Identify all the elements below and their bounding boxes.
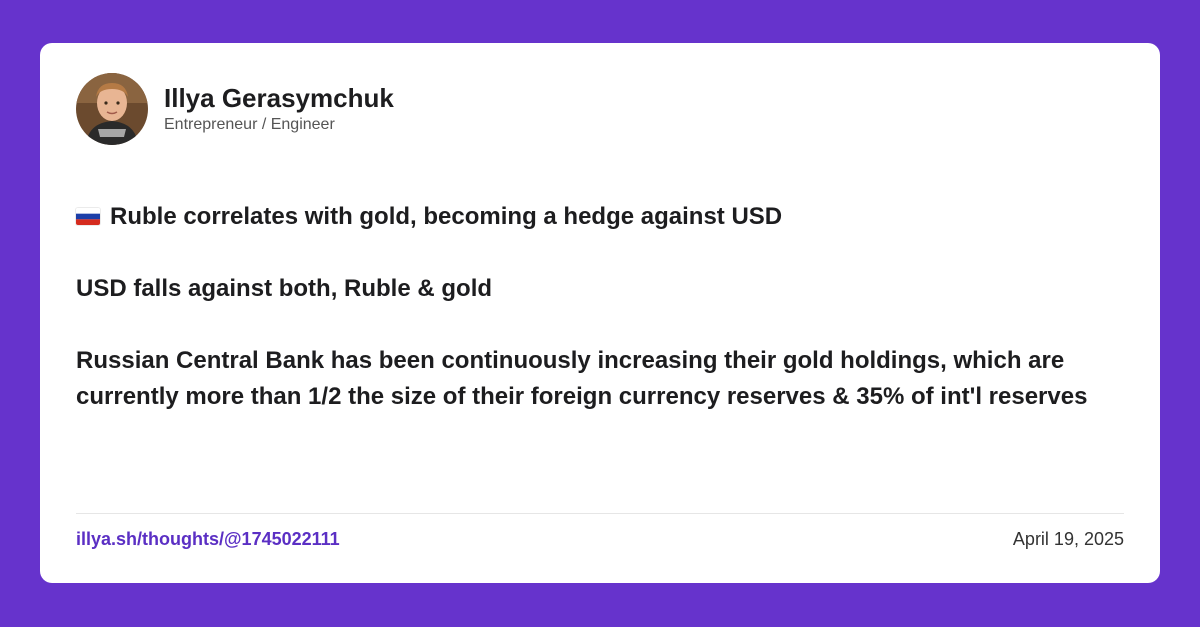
post-line-1-text: Ruble correlates with gold, becoming a h… — [110, 203, 783, 230]
author-info: Illya Gerasymchuk Entrepreneur / Enginee… — [164, 83, 394, 135]
footer-divider — [76, 513, 1124, 514]
russia-flag-icon — [76, 208, 100, 225]
post-header: Illya Gerasymchuk Entrepreneur / Enginee… — [76, 73, 394, 145]
post-body: Ruble correlates with gold, becoming a h… — [76, 199, 1126, 415]
post-line-2: USD falls against both, Ruble & gold — [76, 275, 493, 302]
author-title: Entrepreneur / Engineer — [164, 116, 335, 133]
post-footer: illya.sh/thoughts/@1745022111 April 19, … — [76, 529, 1124, 550]
post-line-1: Ruble correlates with gold, becoming a h… — [76, 199, 1126, 235]
post-line-3: Russian Central Bank has been continuous… — [76, 347, 1088, 410]
post-card: Illya Gerasymchuk Entrepreneur / Enginee… — [40, 43, 1160, 583]
avatar[interactable] — [76, 73, 148, 145]
author-name[interactable]: Illya Gerasymchuk — [164, 83, 394, 113]
post-date: April 19, 2025 — [1012, 529, 1124, 549]
post-permalink[interactable]: illya.sh/thoughts/@1745022111 — [76, 529, 340, 549]
